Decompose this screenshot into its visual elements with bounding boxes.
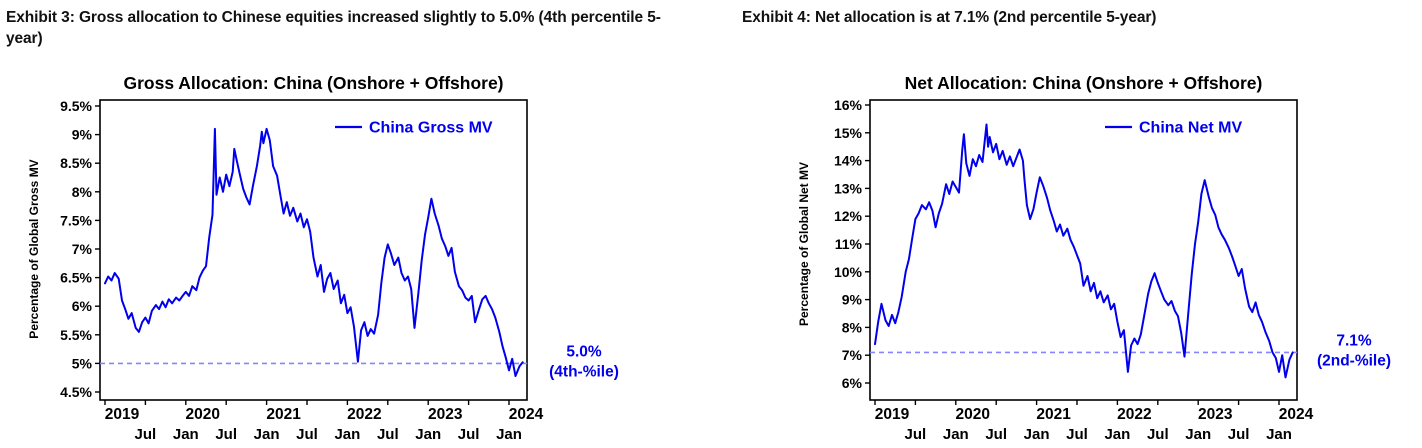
x-year-label: 2021: [1036, 406, 1071, 423]
chart-title: Net Allocation: China (Onshore + Offshor…: [905, 73, 1263, 93]
exhibit-4-panel: Exhibit 4: Net allocation is at 7.1% (2n…: [742, 8, 1420, 443]
y-tick-label: 10%: [834, 264, 863, 280]
y-tick-label: 7%: [72, 241, 93, 257]
y-tick-label: 7.5%: [60, 212, 92, 228]
y-tick-label: 8.5%: [60, 155, 92, 171]
data-line: [874, 123, 1294, 379]
reference-annotation-percentile: (4th-%ile): [549, 363, 619, 380]
exhibit-3-panel: Exhibit 3: Gross allocation to Chinese e…: [6, 8, 712, 443]
y-tick-label: 8%: [72, 184, 93, 200]
x-month-label: Jan: [334, 426, 360, 443]
y-tick-label: 9%: [72, 127, 93, 143]
x-year-label: 2021: [266, 406, 301, 423]
reference-annotation-value: 5.0%: [566, 343, 602, 360]
y-axis-title: Percentage of Global Gross MV: [27, 159, 41, 338]
data-line: [104, 127, 524, 377]
x-year-label: 2022: [1117, 406, 1151, 423]
y-tick-label: 9.5%: [60, 98, 92, 114]
x-year-label: 2019: [105, 406, 140, 423]
y-tick-label: 12%: [834, 208, 863, 224]
x-year-label: 2019: [875, 406, 910, 423]
y-tick-label: 7%: [842, 347, 863, 363]
y-tick-label: 4.5%: [60, 384, 92, 400]
plot-border: [869, 99, 1298, 401]
y-tick-label: 6.5%: [60, 270, 92, 286]
gross-allocation-chart: Gross Allocation: China (Onshore + Offsh…: [27, 73, 619, 443]
y-tick-label: 5.5%: [60, 327, 92, 343]
chart-title: Gross Allocation: China (Onshore + Offsh…: [123, 73, 503, 93]
x-month-label: Jan: [943, 426, 969, 443]
x-year-label: 2024: [1279, 406, 1314, 423]
x-month-label: Jul: [1228, 426, 1250, 443]
plot-border: [99, 99, 528, 401]
x-month-label: Jul: [1066, 426, 1088, 443]
reference-annotation-value: 7.1%: [1336, 332, 1372, 349]
x-month-label: Jul: [135, 426, 157, 443]
exhibit-3-header: Exhibit 3: Gross allocation to Chinese e…: [6, 9, 661, 47]
x-month-label: Jan: [254, 426, 280, 443]
x-month-label: Jul: [215, 426, 237, 443]
x-month-label: Jan: [173, 426, 199, 443]
x-year-label: 2023: [428, 406, 463, 423]
x-year-label: 2020: [186, 406, 220, 423]
x-month-label: Jan: [415, 426, 441, 443]
y-tick-label: 13%: [834, 180, 863, 196]
x-month-label: Jul: [905, 426, 927, 443]
x-month-label: Jan: [496, 426, 522, 443]
y-tick-label: 15%: [834, 125, 863, 141]
x-year-label: 2020: [956, 406, 990, 423]
y-tick-label: 9%: [842, 292, 863, 308]
y-axis-title: Percentage of Global Net MV: [797, 162, 811, 326]
y-tick-label: 16%: [834, 97, 863, 113]
x-month-label: Jul: [458, 426, 480, 443]
x-month-label: Jul: [1147, 426, 1169, 443]
x-month-label: Jul: [377, 426, 399, 443]
x-year-label: 2024: [509, 406, 544, 423]
x-month-label: Jul: [296, 426, 318, 443]
y-tick-label: 14%: [834, 153, 863, 169]
legend-label: China Gross MV: [369, 120, 493, 137]
reference-annotation-percentile: (2nd-%ile): [1317, 352, 1391, 369]
x-month-label: Jul: [985, 426, 1007, 443]
x-month-label: Jan: [1185, 426, 1211, 443]
y-tick-label: 6%: [72, 298, 93, 314]
legend-label: China Net MV: [1139, 120, 1242, 137]
exhibit-4-header: Exhibit 4: Net allocation is at 7.1% (2n…: [742, 9, 1157, 26]
y-tick-label: 11%: [835, 236, 863, 252]
x-month-label: Jan: [1104, 426, 1130, 443]
y-tick-label: 6%: [842, 375, 863, 391]
x-year-label: 2022: [347, 406, 381, 423]
x-month-label: Jan: [1266, 426, 1292, 443]
y-tick-label: 8%: [842, 319, 863, 335]
y-tick-label: 5%: [72, 355, 93, 371]
x-year-label: 2023: [1198, 406, 1233, 423]
net-allocation-chart: Net Allocation: China (Onshore + Offshor…: [797, 73, 1391, 443]
x-month-label: Jan: [1024, 426, 1050, 443]
